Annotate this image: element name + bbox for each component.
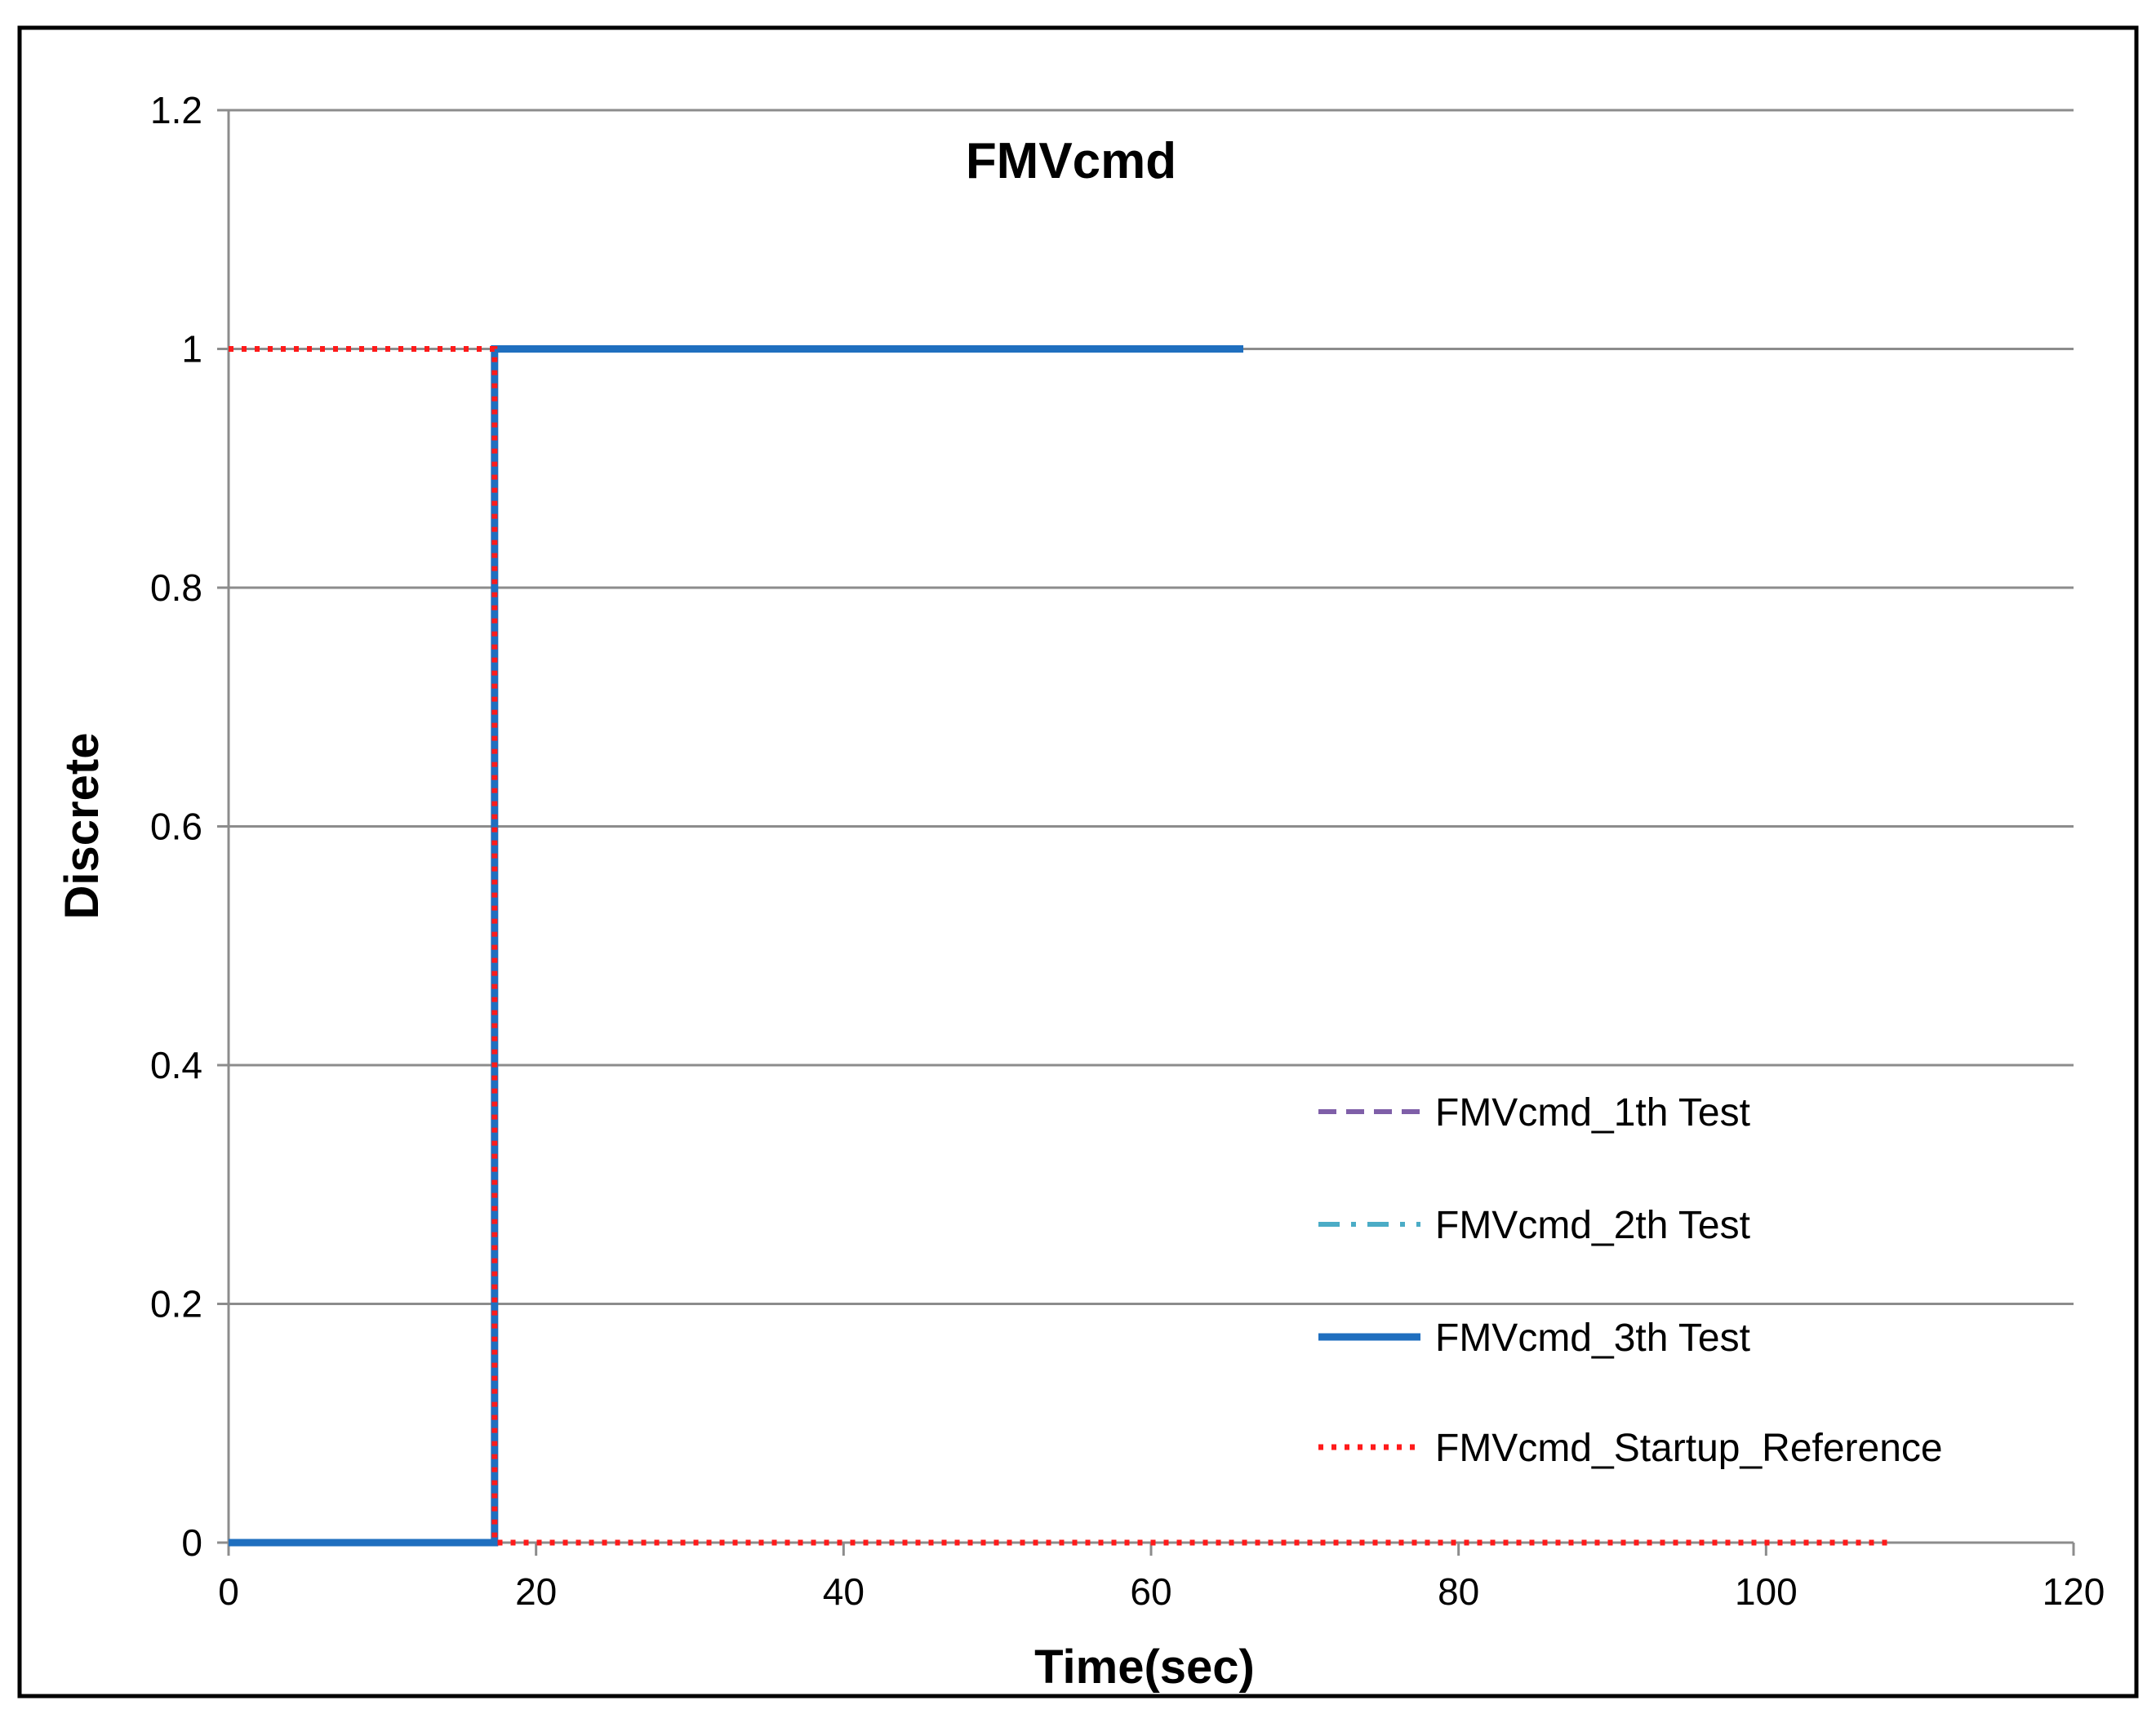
y-tick-label: 0.4 bbox=[150, 1044, 202, 1086]
x-tick-label: 0 bbox=[218, 1570, 239, 1613]
legend-label-1: FMVcmd_1th Test bbox=[1435, 1091, 1750, 1135]
series-lines bbox=[229, 345, 1889, 1547]
chart-title: FMVcmd bbox=[966, 133, 1176, 189]
legend-label-2: FMVcmd_2th Test bbox=[1435, 1204, 1750, 1247]
x-tick-label: 100 bbox=[1735, 1570, 1798, 1613]
y-tick-label: 1 bbox=[181, 328, 202, 371]
y-tick-label: 0 bbox=[181, 1521, 202, 1564]
tick-labels: 0 0.2 0.4 0.6 0.8 1 1.2 0 20 40 60 80 100 120 bbox=[150, 89, 2105, 1613]
legend-label-4: FMVcmd_Startup_Reference bbox=[1435, 1427, 1943, 1470]
series-line-4 bbox=[229, 346, 1889, 1546]
y-tick-label: 0.6 bbox=[150, 806, 202, 848]
legend-label-3: FMVcmd_3th Test bbox=[1435, 1317, 1750, 1360]
x-axis-title: Time(sec) bbox=[1034, 1641, 1255, 1694]
y-axis-title: Discrete bbox=[56, 733, 109, 920]
chart-frame bbox=[17, 25, 2139, 1699]
legend: FMVcmd_1th Test FMVcmd_2th Test FMVcmd_3th… bbox=[1318, 1091, 1943, 1470]
y-tick-label: 1.2 bbox=[150, 89, 202, 131]
x-tick-label: 80 bbox=[1438, 1570, 1479, 1613]
y-tick-label: 0.8 bbox=[150, 566, 202, 609]
x-tick-label: 40 bbox=[823, 1570, 865, 1613]
x-tick-label: 60 bbox=[1130, 1570, 1171, 1613]
y-tick-label: 0.2 bbox=[150, 1283, 202, 1326]
x-tick-label: 120 bbox=[2043, 1570, 2105, 1613]
x-tick-label: 20 bbox=[515, 1570, 557, 1613]
